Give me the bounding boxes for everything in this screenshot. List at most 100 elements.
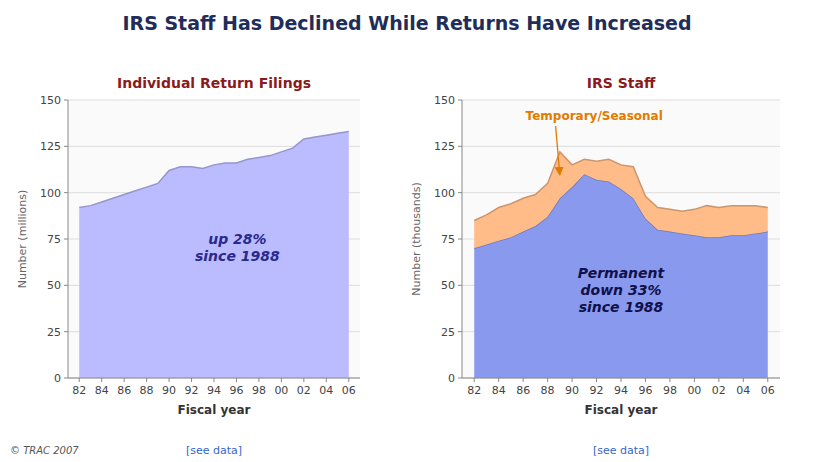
- x-tick: [694, 378, 695, 382]
- y-axis-label: Number (thousands): [410, 182, 423, 295]
- x-tick-label: 88: [541, 384, 555, 397]
- x-tick: [169, 378, 170, 382]
- x-tick: [621, 378, 622, 382]
- x-axis-label: Fiscal year: [178, 403, 251, 417]
- text-line: since 1988: [579, 299, 664, 315]
- x-tick: [214, 378, 215, 382]
- x-tick: [258, 378, 259, 382]
- area-line: [79, 132, 349, 208]
- y-tick-label: 25: [47, 326, 61, 339]
- x-tick-label: 84: [492, 384, 506, 397]
- y-tick: [64, 378, 68, 379]
- plot-background: [462, 100, 780, 378]
- chart-panel: 0 25 50 75 100 125 150 82 84 86 88 90 92 94 96 98 00 02 04…: [16, 75, 360, 417]
- y-tick: [458, 285, 462, 286]
- chart-title: Individual Return Filings: [117, 75, 311, 91]
- x-tick: [326, 378, 327, 382]
- marks: [79, 132, 349, 378]
- x-tick: [236, 378, 237, 382]
- x-tick-label: 06: [342, 384, 356, 397]
- y-tick-label: 0: [448, 372, 455, 385]
- x-tick-label: 94: [614, 384, 628, 397]
- x-tick-label: 82: [467, 384, 481, 397]
- y-tick: [64, 239, 68, 240]
- area-line: [474, 152, 768, 221]
- x-tick-label: 84: [95, 384, 109, 397]
- y-tick-label: 100: [40, 187, 61, 200]
- x-tick: [743, 378, 744, 382]
- x-tick-label: 02: [297, 384, 311, 397]
- x-tick: [474, 378, 475, 382]
- see-data: [see data]: [186, 444, 242, 457]
- x-tick: [303, 378, 304, 382]
- x-axis-label: Fiscal year: [585, 403, 658, 417]
- y-axis-line: [68, 100, 69, 378]
- x-tick-label: 90: [565, 384, 579, 397]
- plot-background: [68, 100, 360, 378]
- x-tick: [498, 378, 499, 382]
- grid-line: [462, 146, 780, 147]
- x-tick: [281, 378, 282, 382]
- chart-title: IRS Staff: [587, 75, 656, 91]
- area: [474, 152, 768, 248]
- x-tick-label: 06: [761, 384, 775, 397]
- y-tick-label: 50: [47, 279, 61, 292]
- y-tick-label: 125: [40, 140, 61, 153]
- x-tick-label: 86: [117, 384, 131, 397]
- x-tick: [718, 378, 719, 382]
- x-tick-label: 04: [736, 384, 750, 397]
- see-data: [see data]: [593, 444, 649, 457]
- x-tick: [79, 378, 80, 382]
- y-tick-label: 75: [47, 233, 61, 246]
- y-tick-label: 75: [441, 233, 455, 246]
- marks: [474, 152, 768, 378]
- y-axis-label: Number (millions): [16, 190, 29, 289]
- y-tick-label: 25: [441, 326, 455, 339]
- y-tick: [458, 331, 462, 332]
- y-tick: [64, 146, 68, 147]
- area: [79, 132, 349, 378]
- y-tick: [458, 146, 462, 147]
- x-tick-label: 90: [162, 384, 176, 397]
- x-tick: [767, 378, 768, 382]
- y-axis-line: [462, 100, 463, 378]
- y-tick-label: 150: [40, 94, 61, 107]
- x-tick-label: 94: [207, 384, 221, 397]
- grid-line: [68, 100, 360, 101]
- text-line: Permanent: [578, 265, 666, 281]
- x-tick-label: 88: [140, 384, 154, 397]
- x-tick-label: 98: [663, 384, 677, 397]
- x-tick-label: 96: [229, 384, 243, 397]
- annotation: Temporary/Seasonal: [526, 109, 663, 123]
- y-tick-label: 125: [434, 140, 455, 153]
- y-tick: [64, 331, 68, 332]
- x-tick: [669, 378, 670, 382]
- x-tick: [191, 378, 192, 382]
- chart-root: IRS Staff Has Declined While Returns Hav…: [0, 0, 814, 462]
- x-tick: [146, 378, 147, 382]
- y-tick: [64, 100, 68, 101]
- x-tick-label: 82: [72, 384, 86, 397]
- x-tick-label: 04: [319, 384, 333, 397]
- x-tick-label: 98: [252, 384, 266, 397]
- x-tick: [101, 378, 102, 382]
- y-tick-label: 150: [434, 94, 455, 107]
- x-tick: [596, 378, 597, 382]
- x-tick-label: 02: [712, 384, 726, 397]
- x-tick: [547, 378, 548, 382]
- x-tick-label: 96: [638, 384, 652, 397]
- x-tick-label: 86: [516, 384, 530, 397]
- y-tick: [458, 378, 462, 379]
- y-tick-label: 0: [54, 372, 61, 385]
- x-tick-label: 92: [185, 384, 199, 397]
- y-tick-label: 50: [441, 279, 455, 292]
- x-tick-label: 00: [274, 384, 288, 397]
- grid-line: [462, 100, 780, 101]
- arrow: [556, 126, 560, 175]
- chart-panel: 0255075100125150828486889092949698000204…: [410, 75, 780, 417]
- text-line: since 1988: [195, 248, 280, 264]
- annotation: Permanentdown 33%since 1988: [578, 265, 666, 315]
- x-tick-label: 00: [687, 384, 701, 397]
- annotation: up 28%since 1988: [195, 231, 280, 264]
- y-tick: [64, 192, 68, 193]
